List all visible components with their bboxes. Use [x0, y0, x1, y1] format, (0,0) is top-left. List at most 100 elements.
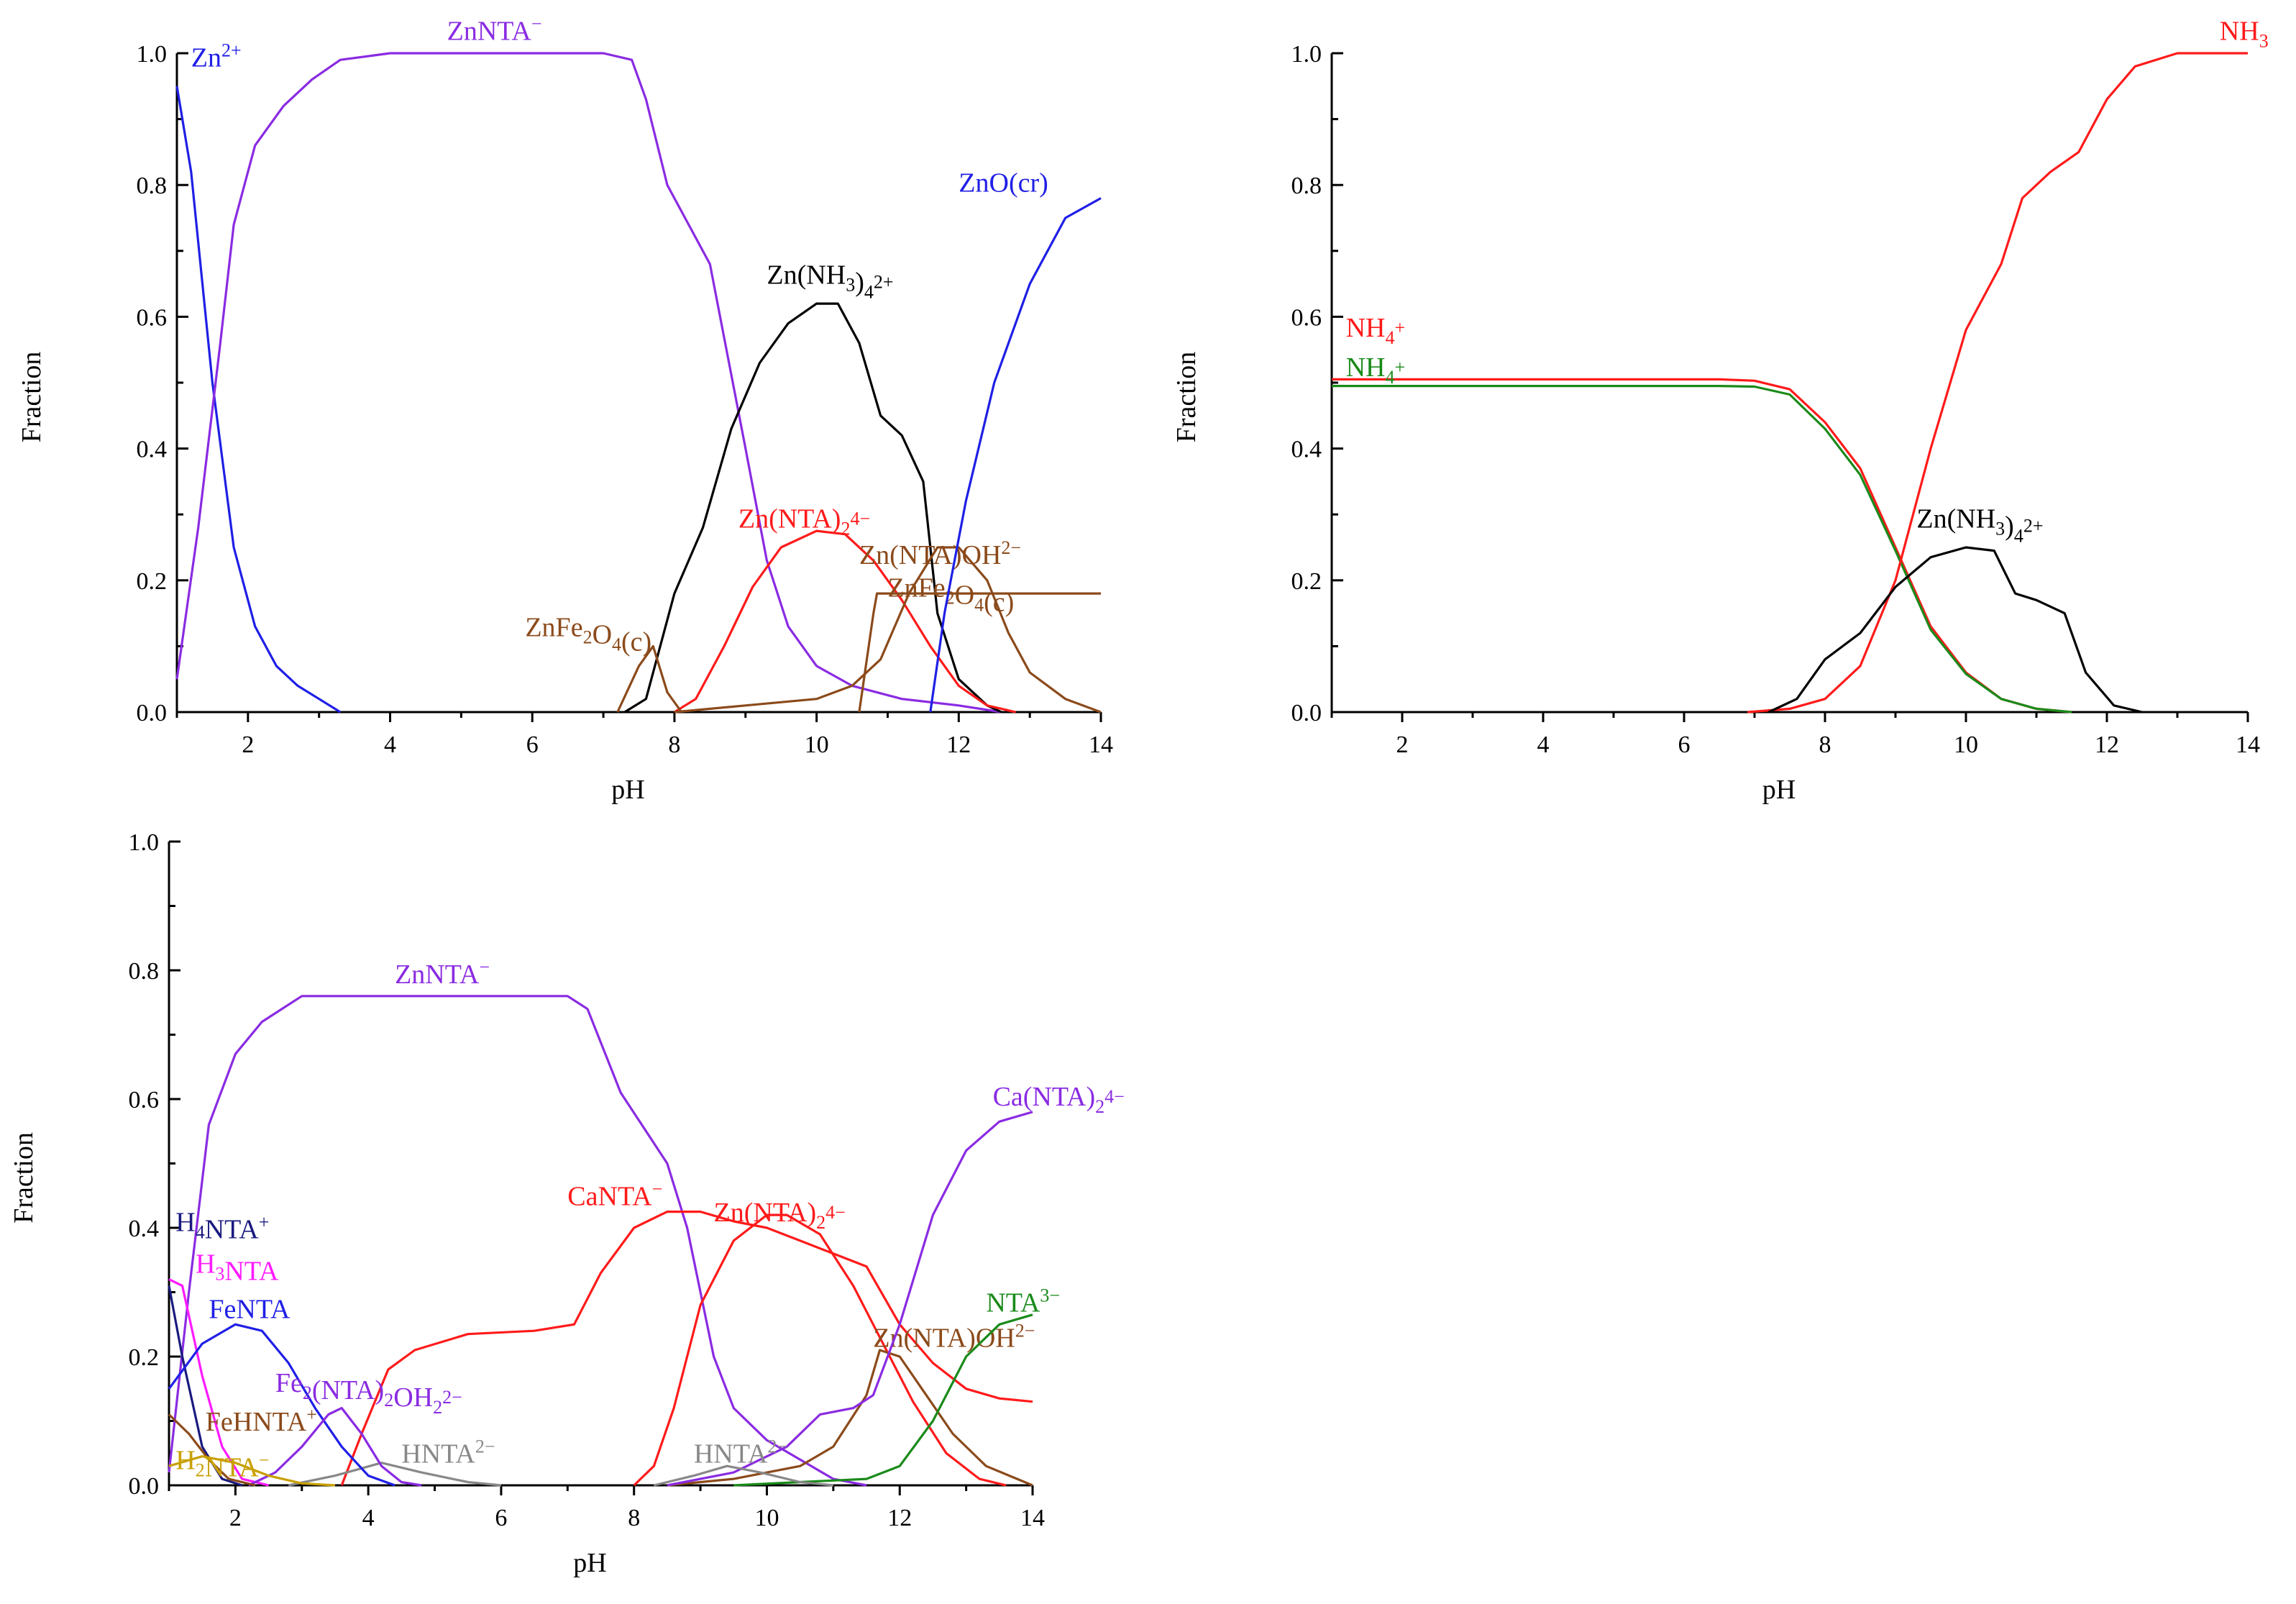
y-tick-label: 0.4 — [1291, 437, 1322, 463]
series-line-ca-nta-2-4 — [667, 1111, 1033, 1487]
series-label-znnta: ZnNTA− — [395, 957, 490, 990]
y-tick-label: 0.2 — [1291, 568, 1322, 595]
series-line-zn-nta-2-4 — [674, 529, 1016, 714]
x-tick-label: 14 — [2236, 732, 2260, 758]
x-tick-label: 2 — [242, 732, 254, 758]
x-tick-label: 14 — [1020, 1505, 1045, 1531]
series-label-zn-nta-2-4: Zn(NTA)24− — [714, 1198, 846, 1233]
y-tick-label: 0.8 — [137, 173, 168, 199]
y-tick-label: 0.4 — [137, 437, 168, 463]
series-label-ca-nta-2-4: Ca(NTA)24− — [993, 1082, 1125, 1117]
y-tick-label: 0.6 — [129, 1087, 160, 1113]
x-tick-label: 12 — [2095, 732, 2119, 758]
series-line-zn-nh3-4-2 — [1767, 546, 2143, 714]
series-label-zn-nta-oh2: Zn(NTA)OH2− — [873, 1321, 1035, 1354]
x-tick-label: 8 — [1819, 732, 1831, 758]
y-tick-label: 0.0 — [1291, 700, 1322, 726]
series-line-zn2 — [175, 86, 342, 714]
y-axis-label: Fraction — [1171, 352, 1202, 443]
y-tick-label: 0.8 — [1291, 173, 1322, 199]
series-label-fenta: FeNTA — [209, 1294, 291, 1324]
y-tick-label: 1.0 — [129, 829, 160, 856]
series-label-canta: CaNTA− — [567, 1179, 662, 1212]
series-label-zn-nta-oh2: Zn(NTA)OH2− — [859, 537, 1021, 570]
x-tick-label: 10 — [805, 732, 829, 758]
series-label-znnta: ZnNTA− — [447, 14, 542, 47]
y-tick-label: 1.0 — [137, 41, 168, 68]
series-label-h4nta: H4NTA+ — [175, 1207, 269, 1244]
ammonia-speciation-panel: 2 4 6 8 10 12 14 0.0 0.2 0.4 0.6 0.8 1.0 pH Fraction NH… — [1171, 17, 2269, 805]
series-line-h4nta — [168, 1285, 243, 1487]
series-line-fenta — [168, 1323, 395, 1487]
x-tick-label: 6 — [495, 1505, 507, 1531]
y-tick-label: 0.0 — [137, 700, 168, 726]
y-tick-label: 0.6 — [137, 304, 168, 331]
y-tick-label: 0.8 — [129, 958, 160, 985]
x-tick-label: 10 — [1954, 732, 1978, 758]
x-tick-label: 12 — [946, 732, 971, 758]
series-label-zn-nh3-4-2: Zn(NH3)42+ — [1916, 504, 2043, 547]
series-line-zn-nta-oh2 — [667, 1349, 1033, 1487]
series-line-znfe2o4-c-right — [858, 592, 1101, 713]
series-line-znnta — [175, 52, 1002, 714]
y-tick-label: 0.4 — [129, 1216, 160, 1242]
series-line-znfe2o4-c-left — [616, 644, 683, 713]
y-tick-label: 1.0 — [1291, 41, 1322, 68]
series-line-h3nta — [168, 1278, 269, 1487]
x-axis-label: pH — [611, 775, 644, 805]
series-label-nh4-green: NH4+ — [1346, 352, 1406, 388]
series-label-nh3: NH3 — [2220, 17, 2269, 52]
nta-speciation-panel: 2 4 6 8 10 12 14 0.0 0.2 0.4 0.6 0.8 1.0 pH Fraction Zn… — [9, 829, 1125, 1578]
y-tick-label: 0.2 — [137, 568, 168, 595]
x-tick-label: 4 — [384, 732, 396, 758]
series-line-hnta2-left — [288, 1462, 502, 1487]
x-tick-label: 6 — [526, 732, 539, 758]
series-label-nta3: NTA3− — [986, 1285, 1060, 1318]
series-line-zno-cr — [929, 197, 1102, 713]
series-line-znnta — [168, 995, 867, 1487]
series-line-canta — [340, 1211, 1033, 1486]
series-line-hnta2-right — [654, 1464, 833, 1487]
series-label-nh4-red: NH4+ — [1346, 313, 1406, 348]
series-label-zn-nta-2-4: Zn(NTA)24− — [738, 504, 870, 539]
zinc-speciation-panel: 2 4 6 8 10 12 14 0.0 0.2 0.4 0.6 0.8 1.0 pH Fraction Zn… — [17, 14, 1113, 805]
x-tick-label: 8 — [628, 1505, 640, 1531]
x-tick-label: 12 — [887, 1505, 912, 1531]
series-line-zn-nta-2-4 — [633, 1213, 1007, 1487]
x-tick-label: 14 — [1089, 732, 1113, 758]
series-line-h2nta — [168, 1455, 336, 1487]
series-label-fehnta: FeHNTA+ — [206, 1404, 317, 1437]
y-tick-label: 0.6 — [1291, 304, 1322, 331]
series-line-zn-nta-oh2 — [674, 546, 1102, 714]
series-label-znfe2o4-c-right: ZnFe2O4(c) — [887, 573, 1014, 618]
x-tick-label: 6 — [1678, 732, 1691, 758]
series-label-h2nta: H2NTA− — [175, 1446, 269, 1483]
series-label-znfe2o4-c-left: ZnFe2O4(c) — [525, 613, 651, 657]
y-axis-label: Fraction — [9, 1132, 39, 1223]
x-tick-label: 4 — [362, 1505, 375, 1531]
x-tick-label: 4 — [1537, 732, 1550, 758]
series-line-nta3 — [733, 1313, 1033, 1487]
series-label-zn-nh3-4-2: Zn(NH3)42+ — [767, 260, 893, 303]
y-tick-label: 0.0 — [129, 1473, 160, 1500]
series-line-zn-nh3-4-2 — [623, 302, 1002, 714]
y-tick-label: 0.2 — [129, 1344, 160, 1371]
x-axis-label: pH — [1762, 775, 1796, 805]
x-tick-label: 8 — [668, 732, 680, 758]
series-line-nh4-green — [1332, 385, 2072, 714]
series-line-fehnta — [168, 1413, 256, 1487]
series-label-hnta2-left: HNTA2− — [401, 1436, 495, 1469]
series-label-zno-cr: ZnO(cr) — [959, 168, 1048, 198]
series-label-h3nta: H3NTA — [196, 1249, 279, 1287]
x-tick-label: 2 — [1396, 732, 1409, 758]
y-axis-label: Fraction — [17, 352, 47, 443]
x-tick-label: 2 — [229, 1505, 242, 1531]
series-label-hnta2-right: HNTA2− — [694, 1436, 787, 1469]
x-tick-label: 10 — [754, 1505, 779, 1531]
series-line-nh3 — [1747, 52, 2248, 714]
x-axis-label: pH — [573, 1548, 606, 1578]
series-line-fe2-nta-2oh2-2 — [248, 1407, 422, 1487]
series-label-fe2-nta-2oh2-2: Fe2(NTA)2OH22− — [275, 1368, 462, 1418]
